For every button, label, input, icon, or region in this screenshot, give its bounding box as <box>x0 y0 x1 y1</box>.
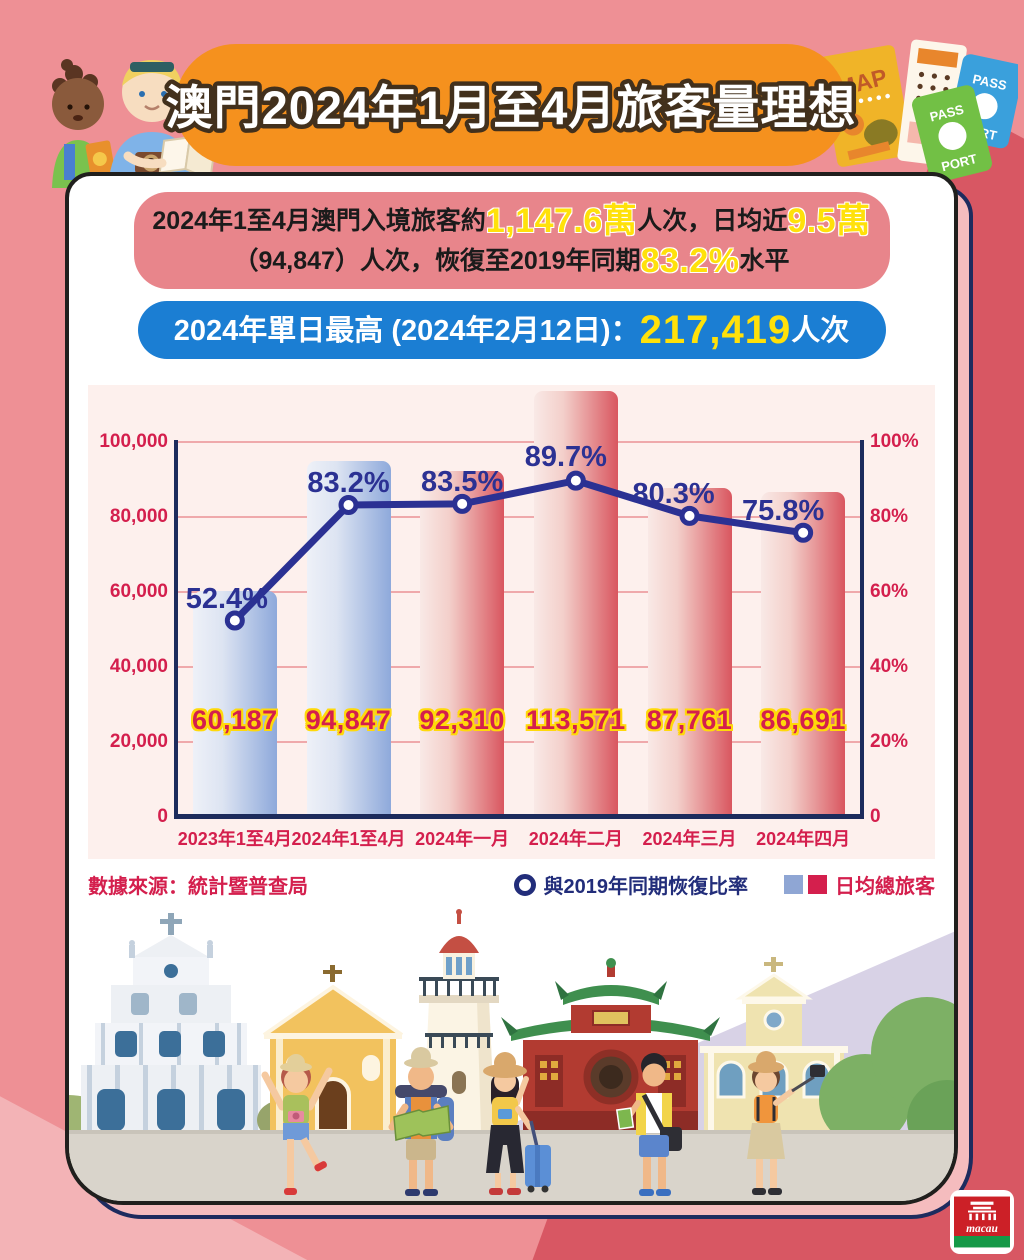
data-source: 數據來源：統計暨普查局 <box>88 876 308 898</box>
line-point-label: 83.2% <box>307 467 390 499</box>
ruins-st-paul <box>81 913 261 1131</box>
bar <box>761 492 846 817</box>
summary-line-2: （94,847）人次，恢復至2019年同期83.2%水平 <box>233 242 790 280</box>
y-axis-tick-left: 0 <box>157 806 168 827</box>
y-axis-tick-left: 60,000 <box>109 581 168 602</box>
line-point-label: 75.8% <box>742 494 825 527</box>
bar-value-label: 60,187 <box>192 705 278 735</box>
summary-line-1: 2024年1至4月澳門入境旅客約1,147.6萬人次，日均近9.5萬 <box>152 202 871 240</box>
line-point-label: 83.5% <box>421 465 504 498</box>
line-point-marker <box>338 495 359 515</box>
bar-value-label: 87,761 <box>646 705 733 735</box>
recovery-rate-line <box>224 470 814 631</box>
chart-legend: 與2019年同期恢復比率 日均總旅客 <box>513 870 935 899</box>
y-axis-tick-left: 20,000 <box>109 731 168 752</box>
title-banner: 澳門2024年1月至4月旅客量理想 <box>161 44 860 166</box>
line-point-marker <box>793 522 814 543</box>
y-axis-tick-left: 100,000 <box>99 431 168 452</box>
bar <box>647 488 732 817</box>
bar-legend-label: 日均總旅客 <box>835 876 935 898</box>
y-axis-tick-right: 0 <box>870 806 881 827</box>
line-point-marker <box>224 610 245 631</box>
facade-glyph <box>968 1201 996 1221</box>
gridline <box>178 516 860 518</box>
svg-text:PASS: PASS <box>971 71 1008 93</box>
content-card: 2024年1至4月澳門入境旅客約1,147.6萬人次，日均近9.5萬 （94,8… <box>65 172 958 1205</box>
gridline <box>178 441 860 443</box>
y-axis-tick-left: 40,000 <box>109 656 168 677</box>
bar <box>420 471 505 817</box>
passport-green-icon: PASS PORT <box>912 85 992 183</box>
svg-text:macau: macau <box>966 1223 998 1235</box>
map-booklet-icon: MAP <box>819 45 913 167</box>
suitcase-icon <box>525 1120 551 1193</box>
bar-value-label: 92,310 <box>419 705 505 735</box>
y-axis-tick-right: 40% <box>870 656 909 677</box>
sunglasses-icon <box>130 62 174 72</box>
peak-banner: 2024年單日最高 (2024年2月12日)：217,419人次 <box>137 301 886 359</box>
daily-average-value: 9.5萬 <box>787 202 871 240</box>
line-point-marker <box>679 505 700 526</box>
plot-area: 60,187 94,847 92,310 113,571 87,761 86,691 52.… <box>178 391 860 817</box>
bar-legend-red-icon <box>808 875 827 894</box>
legend-row: 數據來源：統計暨普查局 與2019年同期恢復比率 日均總旅客 <box>88 870 935 899</box>
line-point-marker <box>452 493 473 514</box>
tourist-figure <box>615 1053 682 1196</box>
bottom-axis-line <box>174 814 864 819</box>
temple-gate <box>501 958 720 1131</box>
tourist-figure <box>483 1052 551 1195</box>
bar-value-label: 86,691 <box>760 705 846 735</box>
bar <box>533 391 618 817</box>
chart-panel: 60,187 94,847 92,310 113,571 87,761 86,691 52.… <box>88 385 935 859</box>
gridline <box>178 741 860 743</box>
cross-icon <box>764 957 783 972</box>
travel-documents-illustration: MAP PASS PORT PASS <box>819 39 1018 183</box>
selfie-stick-icon <box>791 1065 825 1093</box>
tourist-figure <box>747 1051 825 1195</box>
x-axis-label: 2024年二月 <box>528 829 623 849</box>
line-legend-marker-icon <box>513 873 536 896</box>
y-axis-tick-right: 60% <box>870 581 909 602</box>
tourist-figure <box>52 59 116 188</box>
line-point-label: 89.7% <box>524 440 607 473</box>
yellow-church <box>262 965 404 1133</box>
line-point-marker <box>565 470 586 491</box>
bar <box>306 461 391 817</box>
macau-landmarks-illustration <box>69 905 954 1201</box>
bar-value-label: 94,847 <box>305 705 392 735</box>
y-axis-tick-right: 20% <box>870 731 909 752</box>
cross-icon <box>323 965 342 982</box>
x-axis-label: 2024年一月 <box>415 829 510 849</box>
bar-value-label: 113,571 <box>526 705 626 735</box>
x-axis-label: 2024年四月 <box>756 829 851 849</box>
y-axis-tick-left: 80,000 <box>109 506 168 527</box>
bar-legend-blue-icon <box>784 875 803 894</box>
tourist-figure <box>388 1047 454 1196</box>
gridline <box>178 666 860 668</box>
tourist-figure <box>261 1054 333 1195</box>
page-title: 澳門2024年1月至4月旅客量理想 <box>166 81 857 134</box>
cross-icon <box>160 913 182 935</box>
line-point-label: 80.3% <box>632 477 715 510</box>
x-axis-label: 2023年1至4月 <box>177 829 292 849</box>
line-legend-label: 與2019年同期恢復比率 <box>543 876 749 898</box>
gridline <box>178 591 860 593</box>
macau-tourism-logo: macau <box>950 1190 1014 1254</box>
right-axis-line <box>860 440 864 819</box>
summary-banner: 2024年1至4月澳門入境旅客約1,147.6萬人次，日均近9.5萬 （94,8… <box>133 192 890 289</box>
line-point-label: 52.4% <box>185 582 268 615</box>
x-axis-label: 2024年1至4月 <box>291 829 406 849</box>
x-axis-label: 2024年三月 <box>642 829 737 849</box>
recovery-rate-value: 83.2% <box>640 242 740 280</box>
bushes-right <box>819 997 954 1160</box>
left-axis-line <box>174 440 178 819</box>
total-visitors-value: 1,147.6萬 <box>485 202 638 240</box>
y-axis-tick-right: 100% <box>870 431 919 452</box>
peak-day-value: 217,419 <box>639 308 792 352</box>
y-axis-tick-right: 80% <box>870 506 909 527</box>
